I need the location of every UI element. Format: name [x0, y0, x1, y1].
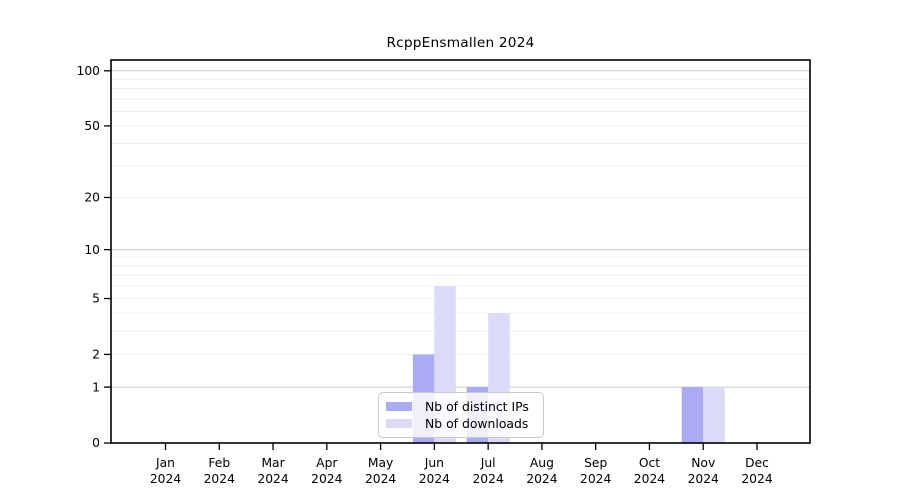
x-tick-label-year: 2024 — [204, 472, 235, 486]
x-tick-label-month: Sep — [584, 456, 607, 470]
x-tick-label-month: Aug — [530, 456, 554, 470]
x-tick-label-month: Dec — [745, 456, 769, 470]
x-tick-label-year: 2024 — [419, 472, 450, 486]
chart-title: RcppEnsmallen 2024 — [386, 35, 535, 51]
legend-swatch-downloads — [386, 418, 412, 429]
legend-label-distinct-ips: Nb of distinct IPs — [425, 399, 529, 414]
x-tick-label-month: Jul — [480, 456, 496, 470]
x-tick-label-month: May — [368, 456, 393, 470]
x-tick-label-year: 2024 — [257, 472, 288, 486]
x-tick-label-month: Mar — [261, 456, 285, 470]
x-tick-label-year: 2024 — [311, 472, 342, 486]
x-tick-label-year: 2024 — [150, 472, 181, 486]
x-tick-label-year: 2024 — [526, 472, 557, 486]
y-tick-label: 50 — [84, 119, 100, 133]
x-tick-label-month: Nov — [691, 456, 715, 470]
plot-border — [110, 59, 811, 444]
x-tick-label-year: 2024 — [472, 472, 503, 486]
legend: Nb of distinct IPs Nb of downloads — [378, 392, 544, 438]
y-tick-label: 10 — [84, 243, 100, 257]
bar-distinct-ips — [681, 387, 704, 443]
x-tick-label-month: Feb — [208, 456, 230, 470]
y-tick-label: 20 — [84, 191, 100, 205]
y-tick-label: 0 — [92, 436, 100, 450]
x-tick-label-year: 2024 — [741, 472, 772, 486]
x-tick-label-year: 2024 — [634, 472, 665, 486]
legend-item-downloads: Nb of downloads — [386, 415, 539, 432]
bar-downloads — [703, 387, 725, 443]
y-tick-label: 1 — [92, 380, 100, 394]
x-tick-label-month: Oct — [639, 456, 660, 470]
x-tick-label-year: 2024 — [580, 472, 611, 486]
x-tick-label-year: 2024 — [365, 472, 396, 486]
x-tick-label-month: Apr — [316, 456, 338, 470]
legend-label-downloads: Nb of downloads — [425, 416, 529, 431]
legend-swatch-distinct-ips — [386, 401, 412, 412]
legend-item-distinct-ips: Nb of distinct IPs — [386, 398, 539, 415]
x-tick-label-year: 2024 — [688, 472, 719, 486]
y-tick-label: 100 — [77, 64, 100, 78]
x-tick-label-month: Jan — [155, 456, 175, 470]
y-tick-label: 5 — [92, 292, 100, 306]
x-tick-label-month: Jun — [424, 456, 444, 470]
y-tick-label: 2 — [92, 348, 100, 362]
